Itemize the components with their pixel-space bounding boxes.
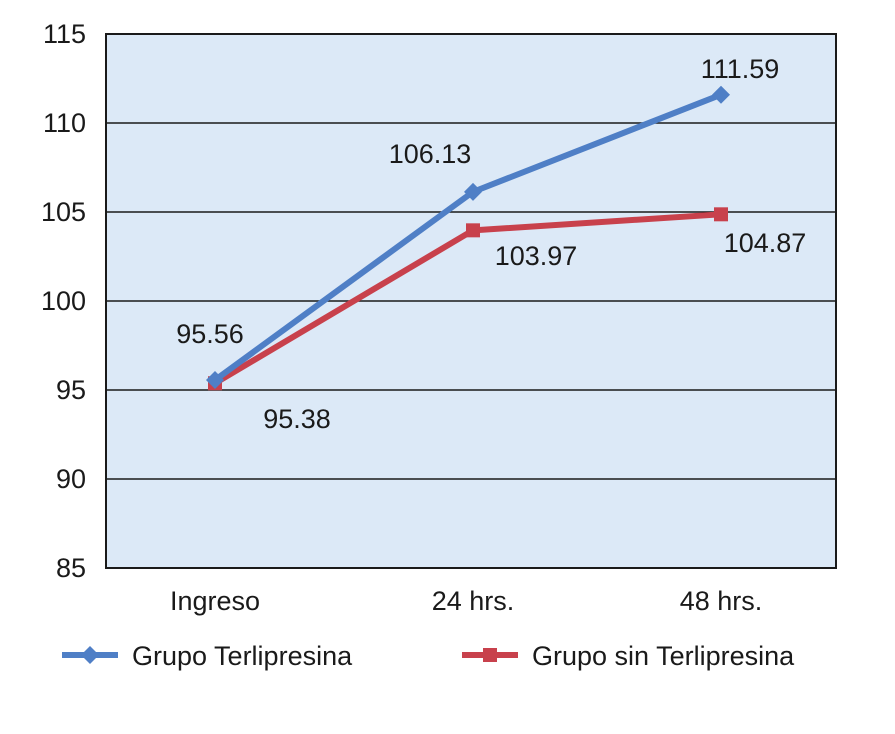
- x-tick-label: Ingreso: [170, 586, 260, 616]
- data-label: 95.38: [263, 404, 331, 434]
- legend-item: Grupo sin Terlipresina: [462, 641, 795, 671]
- series: [206, 85, 730, 391]
- legend-item: Grupo Terlipresina: [62, 641, 353, 671]
- y-tick-label: 110: [43, 108, 86, 138]
- y-tick-label: 95: [56, 375, 86, 405]
- x-tick-label: 48 hrs.: [680, 586, 763, 616]
- y-tick-label: 90: [56, 464, 86, 494]
- data-labels: 95.56 106.13 111.59 95.38 103.97 104.87: [176, 54, 806, 434]
- y-tick-label: 85: [56, 553, 86, 583]
- data-point: [464, 182, 482, 201]
- legend: Grupo Terlipresina Grupo sin Terlipresina: [62, 641, 795, 671]
- data-point: [466, 223, 480, 238]
- legend-marker: [81, 646, 99, 664]
- data-label: 95.56: [176, 319, 244, 349]
- legend-label: Grupo Terlipresina: [132, 641, 353, 671]
- data-point: [712, 85, 730, 104]
- x-axis: Ingreso 24 hrs. 48 hrs.: [170, 586, 762, 616]
- legend-marker: [483, 648, 497, 662]
- y-axis: 85 90 95 100 105 110 115: [41, 19, 86, 583]
- data-point: [206, 371, 224, 390]
- plot-frame: [105, 33, 837, 569]
- data-label: 106.13: [389, 139, 472, 169]
- data-label: 103.97: [495, 241, 578, 271]
- data-label: 111.59: [701, 54, 780, 84]
- data-point: [714, 207, 728, 222]
- y-tick-label: 115: [43, 19, 86, 49]
- x-tick-label: 24 hrs.: [432, 586, 515, 616]
- legend-label: Grupo sin Terlipresina: [532, 641, 795, 671]
- data-label: 104.87: [724, 228, 807, 258]
- y-tick-label: 100: [41, 286, 86, 316]
- gridlines: [106, 122, 836, 480]
- y-tick-label: 105: [41, 197, 86, 227]
